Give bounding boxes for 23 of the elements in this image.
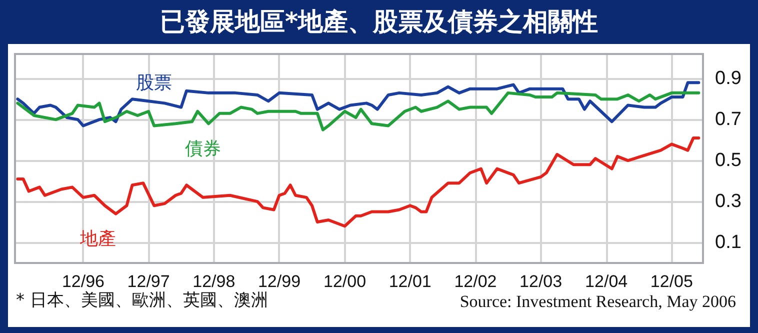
series-label: 股票 [136, 72, 172, 94]
y-tick-label: 0.1 [715, 232, 742, 254]
x-tick-label: 12/03 [520, 272, 562, 291]
series-label: 地產 [79, 228, 116, 250]
line-series [16, 91, 700, 132]
source-note: Source: Investment Research, May 2006 [460, 292, 736, 311]
x-tick-label: 12/02 [454, 272, 497, 291]
x-tick-label: 12/04 [585, 272, 628, 291]
series-label: 債券 [185, 138, 221, 160]
y-tick-label: 0.5 [715, 150, 742, 172]
x-tick-label: 12/97 [127, 272, 170, 291]
text: * 日本、美國、歐洲、英國、澳洲 [16, 290, 268, 310]
x-tick-label: 12/00 [323, 272, 366, 291]
x-tick-label: 12/98 [192, 272, 236, 291]
y-tick-label: 0.3 [715, 191, 742, 212]
y-tick-label: 0.7 [715, 109, 742, 130]
line-series [16, 136, 700, 228]
chart-title: 已發展地區*地產、股票及債券之相關性 [158, 6, 600, 38]
x-tick-label: 12/05 [650, 272, 693, 291]
y-tick-label: 0.9 [715, 68, 742, 90]
x-tick-label: 12/96 [62, 272, 104, 291]
x-tick-label: 12/99 [258, 272, 301, 291]
x-tick-label: 12/01 [388, 272, 432, 291]
